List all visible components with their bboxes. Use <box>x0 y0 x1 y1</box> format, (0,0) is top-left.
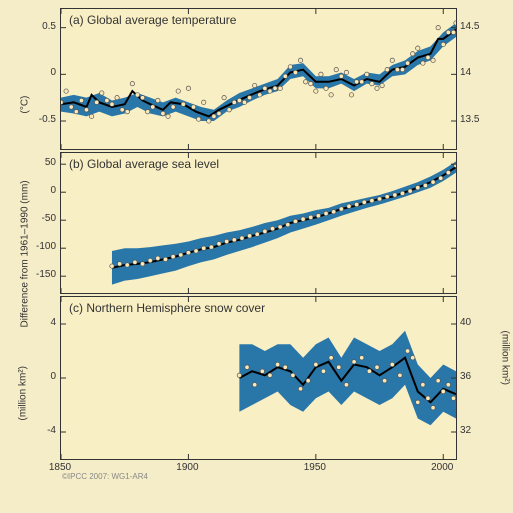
panel-snow-cover: (c) Northern Hemisphere snow cover <box>60 296 457 460</box>
panel-sea-level: (b) Global average sea level <box>60 152 457 294</box>
panel-temperature: (a) Global average temperature <box>60 8 457 150</box>
chart-area: (a) Global average temperature (b) Globa… <box>60 8 455 468</box>
panel-c-title: (c) Northern Hemisphere snow cover <box>69 301 265 315</box>
chart-a-svg <box>61 9 456 149</box>
credit-text: ©IPCC 2007: WG1-AR4 <box>62 472 148 481</box>
chart-b-svg <box>61 153 456 293</box>
chart-c-svg <box>61 297 456 459</box>
panel-a-title: (a) Global average temperature <box>69 13 236 27</box>
panel-a-left-label: (°C) <box>20 54 31 114</box>
panel-b-title: (b) Global average sea level <box>69 157 219 171</box>
figure-container: (a) Global average temperature (b) Globa… <box>0 0 513 513</box>
